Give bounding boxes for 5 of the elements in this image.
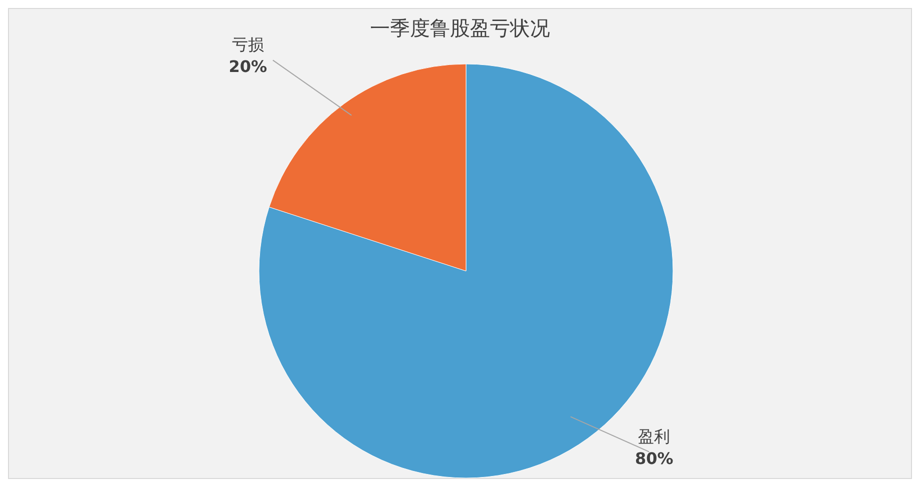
data-label: 20% bbox=[228, 57, 268, 76]
chart-title: 一季度鲁股盈亏状况 bbox=[370, 16, 550, 40]
data-label: 80% bbox=[634, 448, 674, 468]
slice-label: 亏损 bbox=[232, 35, 264, 54]
slice-label: 盈利 bbox=[638, 426, 670, 446]
